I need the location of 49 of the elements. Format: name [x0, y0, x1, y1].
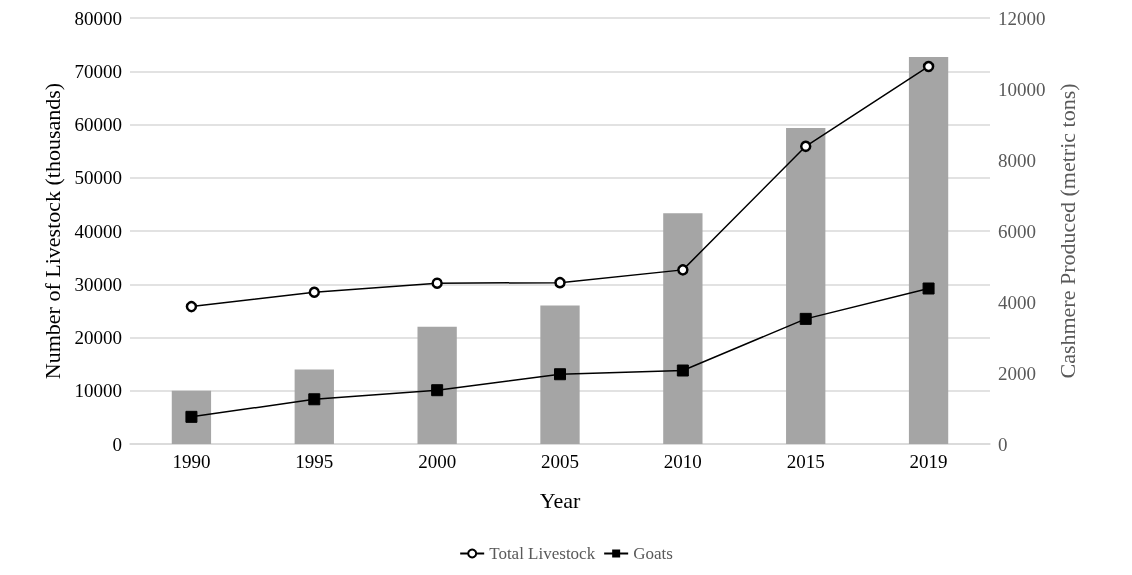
y-tick-label: 0 — [112, 433, 122, 455]
y2-tick-label: 4000 — [998, 291, 1036, 313]
point — [922, 282, 935, 295]
y-tick-label: 60000 — [74, 114, 122, 135]
legend-label: Goats — [633, 544, 673, 563]
y-tick-label: 30000 — [74, 273, 122, 295]
bar — [540, 305, 580, 444]
point — [799, 312, 812, 325]
bar — [786, 128, 826, 444]
x-axis-title: Year — [539, 487, 581, 513]
bar — [908, 57, 949, 444]
bar — [663, 213, 703, 444]
point — [922, 60, 935, 73]
x-tick-label: 2015 — [786, 451, 825, 472]
point — [799, 140, 812, 153]
bar — [294, 369, 334, 444]
x-tick-label: 1990 — [172, 451, 211, 472]
x-tick-label: 2010 — [663, 451, 702, 472]
point — [185, 300, 198, 313]
y2-tick-label: 6000 — [998, 220, 1036, 242]
y-tick-label: 10000 — [74, 380, 122, 402]
point — [185, 410, 198, 423]
y2-tick-label: 0 — [998, 433, 1008, 455]
point — [554, 368, 566, 381]
y2-tick-label: 2000 — [998, 362, 1036, 384]
y-tick-label: 70000 — [74, 60, 122, 82]
point — [308, 286, 321, 298]
y2-tick-label: 10000 — [998, 78, 1046, 100]
y-tick-label: 80000 — [74, 7, 122, 29]
x-tick-label: 2005 — [541, 451, 579, 472]
point — [676, 364, 689, 377]
y-tick-label: 40000 — [74, 220, 122, 242]
y-tick-label: 20000 — [74, 327, 122, 348]
x-tick-label: 2019 — [909, 451, 948, 472]
legend-label: Total Livestock — [489, 544, 596, 563]
point — [431, 277, 443, 289]
point — [431, 384, 444, 397]
y-axis-title: Number of Livestock (thousands) — [40, 82, 66, 380]
point — [308, 393, 321, 406]
x-tick-label: 1995 — [295, 451, 334, 472]
x-tick-label: 2000 — [418, 451, 457, 472]
bar — [417, 326, 457, 444]
point — [554, 276, 566, 289]
y2-tick-label: 12000 — [998, 7, 1046, 29]
y2-axis-title: Cashmere Produced (metric tons) — [1054, 83, 1080, 379]
y-tick-label: 50000 — [74, 167, 122, 189]
point — [677, 264, 689, 276]
y2-tick-label: 8000 — [998, 149, 1036, 171]
bar — [171, 390, 212, 444]
